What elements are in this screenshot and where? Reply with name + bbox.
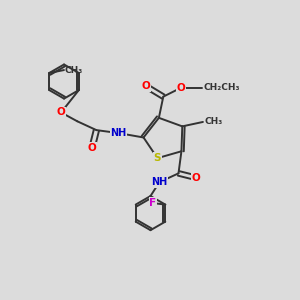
Text: CH₂CH₃: CH₂CH₃ — [203, 83, 239, 92]
Text: O: O — [57, 107, 65, 118]
Text: F: F — [149, 198, 157, 208]
Text: O: O — [192, 173, 200, 183]
Text: NH: NH — [110, 128, 127, 138]
Text: O: O — [88, 143, 96, 153]
Text: O: O — [177, 83, 185, 93]
Text: S: S — [154, 153, 161, 163]
Text: CH₃: CH₃ — [204, 118, 223, 127]
Text: CH₃: CH₃ — [64, 66, 83, 75]
Text: NH: NH — [151, 177, 167, 187]
Text: O: O — [142, 81, 151, 91]
